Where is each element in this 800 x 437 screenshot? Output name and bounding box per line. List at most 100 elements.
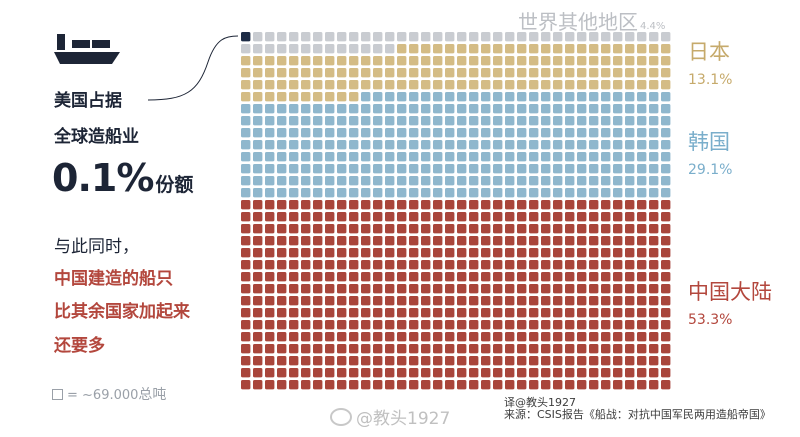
waffle-cell (301, 92, 311, 102)
waffle-cell (529, 68, 539, 78)
waffle-cell (265, 248, 275, 258)
waffle-cell (313, 344, 323, 354)
waffle-cell (469, 248, 479, 258)
waffle-cell (637, 380, 647, 390)
waffle-cell (481, 224, 491, 234)
waffle-cell (301, 224, 311, 234)
waffle-cell (589, 56, 599, 66)
label-china: 中国大陆 53.3% (688, 276, 772, 328)
waffle-cell (637, 356, 647, 366)
waffle-cell (505, 32, 515, 42)
waffle-cell (577, 344, 587, 354)
waffle-cell (337, 188, 347, 198)
waffle-cell (469, 332, 479, 342)
waffle-cell (565, 296, 575, 306)
waffle-cell (289, 140, 299, 150)
waffle-cell (457, 44, 467, 54)
waffle-cell (301, 104, 311, 114)
waffle-cell (313, 104, 323, 114)
waffle-cell (469, 104, 479, 114)
waffle-cell (589, 164, 599, 174)
waffle-cell (277, 236, 287, 246)
waffle-cell (625, 44, 635, 54)
waffle-cell (649, 212, 659, 222)
waffle-cell (505, 80, 515, 90)
waffle-cell (397, 116, 407, 126)
waffle-cell (301, 236, 311, 246)
waffle-cell (265, 380, 275, 390)
waffle-cell (601, 296, 611, 306)
waffle-cell (373, 224, 383, 234)
waffle-cell (337, 116, 347, 126)
waffle-cell (589, 248, 599, 258)
waffle-cell (445, 248, 455, 258)
waffle-cell (421, 236, 431, 246)
waffle-cell (577, 368, 587, 378)
waffle-cell (433, 56, 443, 66)
waffle-cell (457, 200, 467, 210)
waffle-cell (637, 92, 647, 102)
waffle-cell (493, 344, 503, 354)
waffle-cell (313, 368, 323, 378)
waffle-cell (337, 176, 347, 186)
waffle-cell (409, 92, 419, 102)
waffle-cell (433, 116, 443, 126)
waffle-cell (325, 80, 335, 90)
waffle-cell (253, 224, 263, 234)
waffle-cell (253, 368, 263, 378)
waffle-cell (493, 320, 503, 330)
waffle-cell (517, 164, 527, 174)
waffle-cell (637, 284, 647, 294)
waffle-cell (361, 200, 371, 210)
waffle-cell (589, 356, 599, 366)
waffle-cell (277, 332, 287, 342)
waffle-cell (649, 332, 659, 342)
waffle-cell (637, 308, 647, 318)
waffle-cell (253, 128, 263, 138)
waffle-cell (385, 128, 395, 138)
waffle-cell (397, 212, 407, 222)
waffle-cell (517, 296, 527, 306)
waffle-cell (529, 380, 539, 390)
waffle-cell (277, 260, 287, 270)
waffle-cell (337, 68, 347, 78)
waffle-cell (457, 140, 467, 150)
waffle-cell (289, 152, 299, 162)
waffle-cell (301, 272, 311, 282)
waffle-cell (445, 368, 455, 378)
waffle-cell (253, 104, 263, 114)
waffle-cell (661, 284, 671, 294)
waffle-cell (517, 356, 527, 366)
waffle-cell (601, 104, 611, 114)
waffle-cell (553, 116, 563, 126)
waffle-cell (541, 140, 551, 150)
waffle-cell (301, 32, 311, 42)
waffle-cell (301, 296, 311, 306)
waffle-cell (517, 128, 527, 138)
waffle-cell (481, 212, 491, 222)
waffle-cell (661, 44, 671, 54)
waffle-cell (325, 380, 335, 390)
waffle-cell (517, 248, 527, 258)
waffle-cell (517, 116, 527, 126)
waffle-cell (661, 212, 671, 222)
waffle-cell (313, 272, 323, 282)
waffle-cell (373, 212, 383, 222)
waffle-cell (493, 296, 503, 306)
waffle-cell (661, 92, 671, 102)
waffle-cell (541, 56, 551, 66)
waffle-cell (649, 188, 659, 198)
waffle-cell (565, 260, 575, 270)
waffle-cell (385, 272, 395, 282)
waffle-cell (493, 284, 503, 294)
waffle-cell (613, 56, 623, 66)
waffle-cell (553, 296, 563, 306)
waffle-cell (601, 164, 611, 174)
waffle-cell (253, 308, 263, 318)
waffle-cell (313, 176, 323, 186)
waffle-cell (505, 152, 515, 162)
waffle-cell (481, 308, 491, 318)
waffle-cell (505, 296, 515, 306)
waffle-cell (421, 296, 431, 306)
headline-line4: 与此同时， (54, 237, 139, 257)
